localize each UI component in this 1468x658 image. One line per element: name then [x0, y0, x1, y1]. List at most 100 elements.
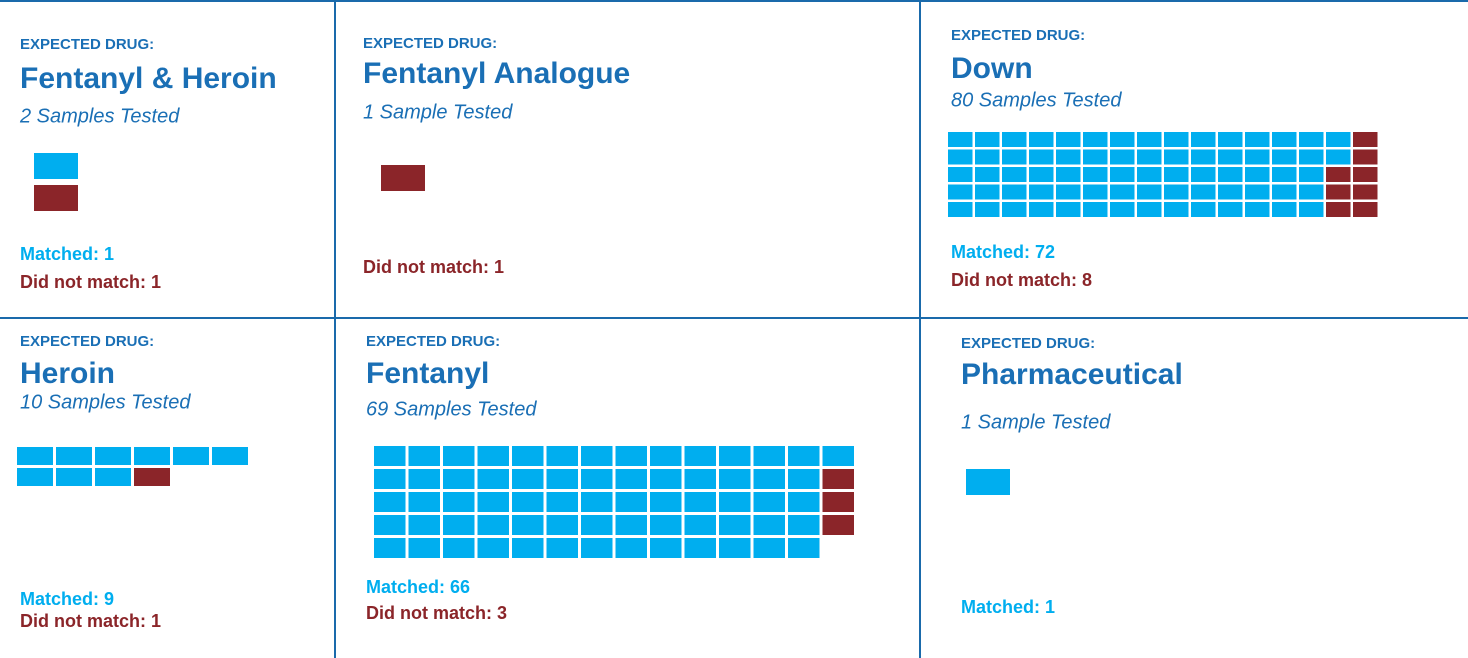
waffle-cell: [822, 492, 854, 512]
waffle-cell: [719, 446, 751, 466]
panel-title: Fentanyl & Heroin: [20, 62, 277, 95]
waffle-cell: [512, 492, 544, 512]
waffle-cell: [546, 515, 578, 535]
waffle-cell: [546, 469, 578, 489]
waffle-cell: [477, 446, 509, 466]
waffle-cell: [443, 515, 475, 535]
waffle-cell: [1164, 167, 1189, 182]
waffle-cell: [1191, 167, 1216, 182]
waffle-cell: [1326, 184, 1351, 200]
waffle-cell: [512, 515, 544, 535]
waffle-cell: [1029, 167, 1054, 182]
panel-label: EXPECTED DRUG:: [961, 335, 1095, 352]
waffle-cell: [1164, 202, 1189, 217]
waffle-cell: [615, 538, 647, 558]
waffle-cell: [374, 515, 406, 535]
stat-label: Did not match: 8: [951, 270, 1092, 290]
waffle-cell: [512, 469, 544, 489]
waffle-cell: [408, 515, 440, 535]
waffle-cell: [374, 469, 406, 489]
waffle-cell: [719, 515, 751, 535]
waffle-cell: [650, 538, 682, 558]
waffle-cell: [477, 469, 509, 489]
waffle-cell: [1353, 184, 1378, 200]
waffle-cell: [719, 469, 751, 489]
waffle-cell: [975, 202, 1000, 217]
waffle-cell: [684, 538, 716, 558]
waffle-cell: [581, 515, 613, 535]
waffle-cell: [684, 446, 716, 466]
waffle-cell: [788, 538, 820, 558]
waffle-cell: [753, 492, 785, 512]
waffle-cell: [1299, 184, 1324, 200]
waffle-cell: [1245, 167, 1270, 182]
waffle-cell: [581, 538, 613, 558]
waffle-cell: [753, 515, 785, 535]
waffle-cell: [948, 202, 973, 217]
waffle-cell: [1218, 167, 1243, 182]
waffle-cell: [374, 538, 406, 558]
waffle-cell: [1002, 184, 1027, 200]
waffle-cell: [443, 538, 475, 558]
waffle-cell: [1299, 149, 1324, 165]
waffle-cell: [1218, 149, 1243, 165]
waffle-cell: [134, 447, 170, 465]
waffle-cell: [17, 468, 53, 486]
waffle-cell: [1326, 167, 1351, 182]
waffle-cell: [788, 515, 820, 535]
waffle-cell: [95, 447, 131, 465]
waffle-cell: [1029, 149, 1054, 165]
waffle-cell: [1029, 132, 1054, 147]
waffle-cell: [1056, 149, 1081, 165]
panel-subtitle: 1 Sample Tested: [961, 411, 1111, 433]
waffle-cell: [753, 538, 785, 558]
waffle-cell: [1002, 132, 1027, 147]
waffle-cell: [1110, 132, 1135, 147]
waffle-cell: [1002, 149, 1027, 165]
panel-title: Fentanyl: [366, 357, 489, 390]
waffle-cell: [1272, 149, 1297, 165]
waffle-cell: [975, 149, 1000, 165]
waffle-cell: [1353, 202, 1378, 217]
waffle-cell: [581, 492, 613, 512]
waffle-cell: [1326, 202, 1351, 217]
waffle-cell: [1218, 184, 1243, 200]
panel-label: EXPECTED DRUG:: [20, 333, 154, 350]
waffle-cell: [1029, 184, 1054, 200]
waffle-cell: [477, 515, 509, 535]
waffle-cell: [788, 469, 820, 489]
waffle-cell: [1164, 149, 1189, 165]
waffle-cell: [443, 446, 475, 466]
waffle-cell: [1272, 202, 1297, 217]
waffle-cell: [719, 538, 751, 558]
waffle-cell: [477, 492, 509, 512]
waffle-cell: [1299, 202, 1324, 217]
waffle-cell: [581, 469, 613, 489]
waffle-cell: [1110, 184, 1135, 200]
waffle-cell: [374, 446, 406, 466]
waffle-cell: [948, 167, 973, 182]
waffle-cell: [443, 469, 475, 489]
waffle-cell: [1191, 202, 1216, 217]
waffle-cell: [546, 492, 578, 512]
stat-label: Did not match: 3: [366, 603, 507, 623]
waffle-cell: [1110, 202, 1135, 217]
waffle-cell: [822, 515, 854, 535]
stat-label: Matched: 66: [366, 577, 470, 597]
waffle-cell: [56, 468, 92, 486]
waffle-cell: [650, 515, 682, 535]
waffle-cell: [477, 538, 509, 558]
panel-title: Heroin: [20, 357, 115, 390]
waffle-cell: [1299, 167, 1324, 182]
waffle-cell: [1191, 149, 1216, 165]
waffle-cell: [17, 447, 53, 465]
waffle-cell: [1353, 132, 1378, 147]
waffle-cell: [822, 446, 854, 466]
waffle-cell: [684, 515, 716, 535]
waffle-cell: [1056, 132, 1081, 147]
waffle-cell: [1056, 184, 1081, 200]
waffle-cell: [1083, 132, 1108, 147]
waffle-cell: [1272, 184, 1297, 200]
waffle-cell: [615, 469, 647, 489]
